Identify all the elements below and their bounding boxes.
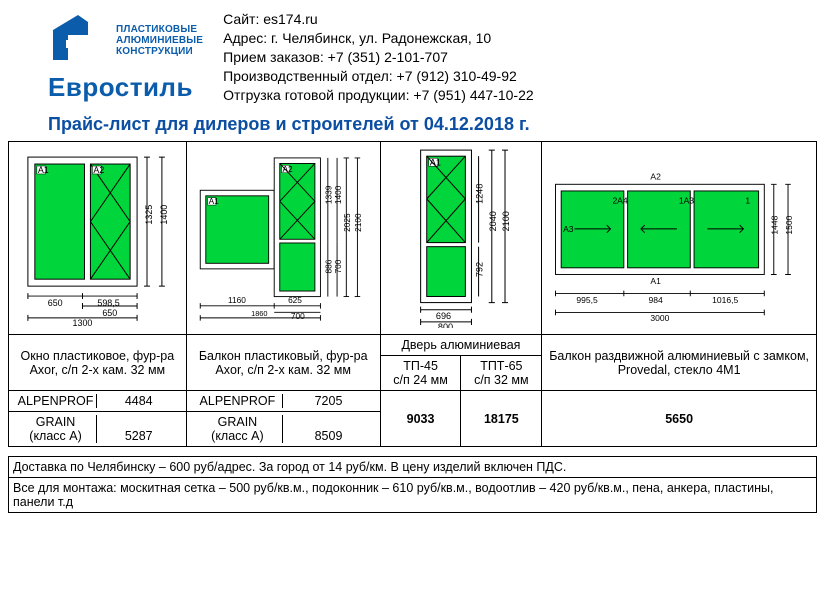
svg-text:A4: A4 [617, 196, 628, 206]
svg-text:650: 650 [48, 298, 63, 308]
svg-text:2025: 2025 [342, 213, 352, 232]
desc-sliding: Балкон раздвижной алюминиевый с замком, … [542, 335, 817, 391]
illustration-window: A1 A2 650 598,5 650 1300 1325 1400 [9, 142, 187, 335]
svg-text:1160: 1160 [228, 296, 246, 306]
illustration-balcony: A1 A2 1160 625 700 1860 1339 1400 2025 2… [186, 142, 380, 335]
price-door-2: 18175 [461, 391, 542, 447]
svg-text:800: 800 [438, 322, 453, 328]
svg-text:598,5: 598,5 [97, 298, 119, 308]
footer-line-1: Доставка по Челябинску – 600 руб/адрес. … [9, 457, 817, 478]
svg-text:1400: 1400 [159, 205, 169, 225]
svg-text:995,5: 995,5 [577, 295, 599, 305]
row-grain-c2: GRAIN(класс А)8509 [186, 412, 380, 447]
door-sub-1: ТП-45с/п 24 мм [380, 356, 461, 391]
contacts-block: Сайт: es174.ru Адрес: г. Челябинск, ул. … [223, 10, 534, 104]
price-table: A1 A2 650 598,5 650 1300 1325 1400 A1 [8, 141, 817, 513]
footer-line-2: Все для монтажа: москитная сетка – 500 р… [9, 478, 817, 513]
svg-text:2100: 2100 [501, 212, 511, 232]
svg-text:A3: A3 [563, 224, 574, 234]
svg-text:1400: 1400 [333, 186, 343, 205]
svg-text:A2: A2 [93, 165, 104, 175]
svg-text:700: 700 [333, 260, 343, 274]
svg-text:1325: 1325 [144, 205, 154, 225]
desc-balcony: Балкон пластиковый, фур-ра Axor, с/п 2-х… [186, 335, 380, 391]
svg-text:984: 984 [649, 295, 663, 305]
logo-tagline: ПЛАСТИКОВЫЕ АЛЮМИНИЕВЫЕ КОНСТРУКЦИИ [116, 24, 203, 57]
svg-text:A1: A1 [651, 276, 662, 286]
svg-text:A1: A1 [38, 165, 49, 175]
row-alpenprof-c2: ALPENPROF7205 [186, 391, 380, 412]
svg-text:696: 696 [436, 311, 451, 321]
svg-text:650: 650 [102, 308, 117, 318]
company-logo-icon [48, 10, 108, 70]
brand-name: Евростиль [48, 72, 203, 103]
svg-text:1300: 1300 [73, 318, 93, 328]
svg-text:A2: A2 [651, 172, 662, 182]
price-door-1: 9033 [380, 391, 461, 447]
desc-window: Окно пластиковое, фур-ра Axor, с/п 2-х к… [9, 335, 187, 391]
svg-text:792: 792 [474, 262, 484, 277]
illustration-sliding: A3 2 A4 1 A3 1 A2 A1 995,5 984 1016,5 30… [542, 142, 817, 335]
svg-text:2040: 2040 [488, 212, 498, 232]
price-sliding: 5650 [542, 391, 817, 447]
svg-text:A1: A1 [208, 197, 219, 207]
svg-text:1448: 1448 [770, 216, 780, 235]
svg-text:1: 1 [746, 196, 751, 206]
desc-door-title: Дверь алюминиевая [380, 335, 542, 356]
row-alpenprof-c1: ALPENPROF4484 [9, 391, 187, 412]
svg-text:625: 625 [288, 296, 302, 306]
svg-text:1860: 1860 [251, 309, 267, 318]
door-sub-2: ТПТ-65с/п 32 мм [461, 356, 542, 391]
row-grain-c1: GRAIN(класс А)5287 [9, 412, 187, 447]
svg-text:1500: 1500 [784, 216, 794, 235]
svg-text:1016,5: 1016,5 [712, 295, 738, 305]
svg-text:3000: 3000 [651, 313, 670, 323]
svg-text:2100: 2100 [353, 213, 363, 232]
svg-text:1248: 1248 [474, 184, 484, 204]
svg-text:700: 700 [291, 311, 305, 321]
svg-text:A3: A3 [684, 196, 695, 206]
page-title: Прайс-лист для дилеров и строителей от 0… [8, 110, 817, 141]
illustration-door: A1 696 800 1248 792 2040 2100 [380, 142, 542, 335]
